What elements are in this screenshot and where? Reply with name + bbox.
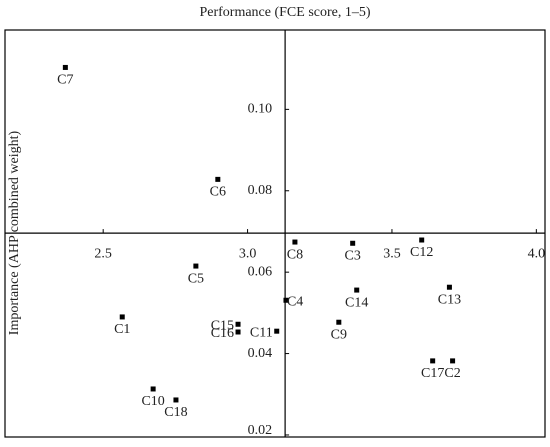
point-label: C3	[345, 248, 361, 263]
point	[235, 329, 241, 335]
point-label: C17	[421, 366, 444, 381]
point	[283, 297, 289, 303]
point	[150, 386, 156, 392]
point-label: C11	[250, 325, 273, 340]
point	[119, 314, 125, 320]
point	[215, 176, 221, 182]
point-label: C14	[345, 295, 368, 310]
point	[62, 64, 68, 70]
point-label: C12	[410, 245, 433, 260]
point	[274, 328, 280, 334]
x-tick-label: 3.0	[239, 246, 257, 261]
point	[446, 284, 452, 290]
point-label: C8	[287, 247, 303, 262]
point-label: C16	[211, 326, 234, 341]
point	[336, 319, 342, 325]
point-label: C2	[444, 366, 460, 381]
point-label: C18	[164, 405, 187, 420]
point	[292, 239, 298, 245]
point	[430, 358, 436, 364]
point-label: C6	[210, 185, 226, 200]
point	[354, 287, 360, 293]
point	[450, 358, 456, 364]
point-label: C4	[287, 294, 303, 309]
point-label: C9	[331, 327, 347, 342]
x-tick-label: 4.0	[528, 246, 546, 261]
point-label: C5	[188, 271, 204, 286]
y-tick-label: 0.06	[248, 264, 273, 279]
point-label: C10	[141, 394, 164, 409]
x-tick-label: 3.5	[383, 246, 401, 261]
point-label: C13	[438, 292, 461, 307]
point-label: C7	[57, 73, 73, 88]
point	[173, 397, 179, 403]
y-tick-label: 0.08	[248, 183, 273, 198]
point-label: C1	[114, 322, 130, 337]
point	[350, 240, 356, 246]
point	[235, 321, 241, 327]
point	[193, 263, 199, 269]
x-tick-label: 2.5	[94, 246, 112, 261]
y-tick-label: 0.02	[248, 423, 273, 438]
y-tick-label: 0.10	[248, 102, 273, 117]
y-tick-label: 0.04	[248, 346, 273, 361]
chart-title: Performance (FCE score, 1–5)	[199, 5, 370, 20]
point-label: C15	[211, 318, 234, 333]
point	[419, 237, 425, 243]
